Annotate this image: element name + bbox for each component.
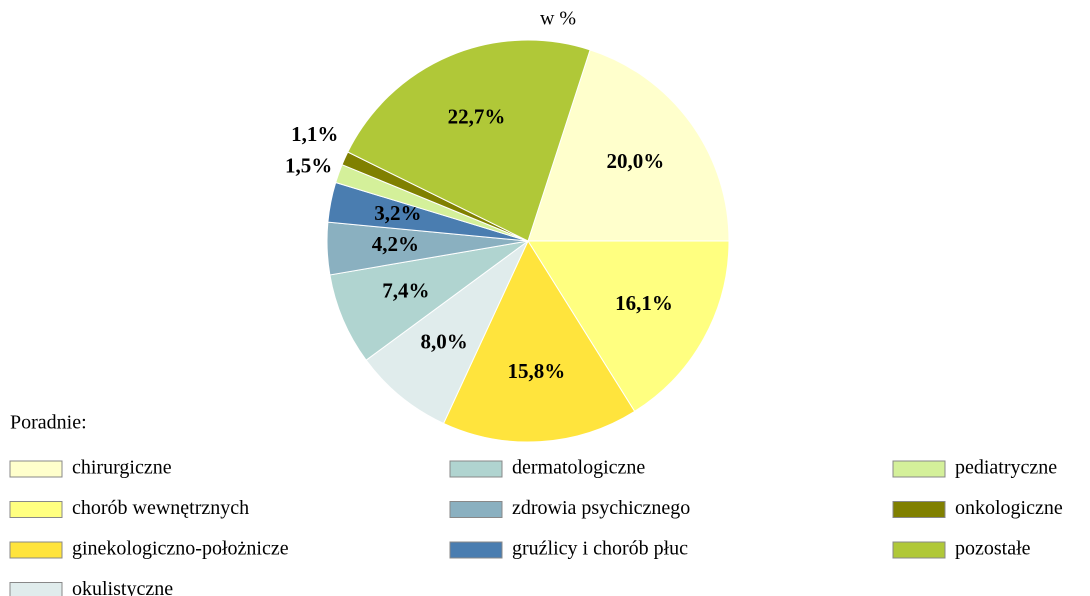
legend-label: onkologiczne [955, 497, 1063, 519]
data-label: 22,7% [448, 105, 506, 129]
legend-label: pozostałe [955, 538, 1031, 560]
legend-swatch [9, 582, 63, 596]
data-label: 4,2% [372, 232, 419, 256]
legend-swatch [449, 501, 503, 518]
legend-swatch [449, 460, 503, 478]
legend-swatch [9, 541, 63, 559]
legend-swatch [892, 501, 946, 518]
legend-label: zdrowia psychicznego [512, 497, 690, 519]
legend-swatch [9, 460, 63, 478]
data-label: 1,1% [291, 122, 338, 146]
chart-subtitle: w % [540, 8, 576, 30]
data-label: 7,4% [382, 279, 429, 303]
legend-swatch [449, 541, 503, 559]
data-label: 16,1% [615, 291, 673, 315]
legend-label: okulistyczne [72, 578, 173, 596]
data-label: 8,0% [420, 330, 467, 354]
data-label: 20,0% [606, 149, 664, 173]
pie-slice [442, 239, 636, 443]
pie-slice [527, 49, 730, 242]
legend-label: chorób wewnętrznych [72, 497, 249, 519]
legend-label: dermatologiczne [512, 457, 645, 479]
legend-label: gruźlicy i chorób płuc [512, 538, 688, 560]
legend-label: ginekologiczno-położnicze [72, 538, 289, 560]
legend-swatch [892, 541, 946, 559]
legend-label: pediatryczne [955, 457, 1057, 479]
legend-label: chirurgiczne [72, 457, 172, 479]
pie-slice [347, 39, 591, 242]
pie-slice [365, 240, 529, 425]
pie-slice [527, 240, 730, 413]
legend-swatch [9, 501, 63, 518]
data-label: 1,5% [285, 153, 332, 177]
data-label: 15,8% [507, 359, 565, 383]
legend-title: Poradnie: [10, 412, 87, 434]
legend-swatch [892, 460, 946, 478]
